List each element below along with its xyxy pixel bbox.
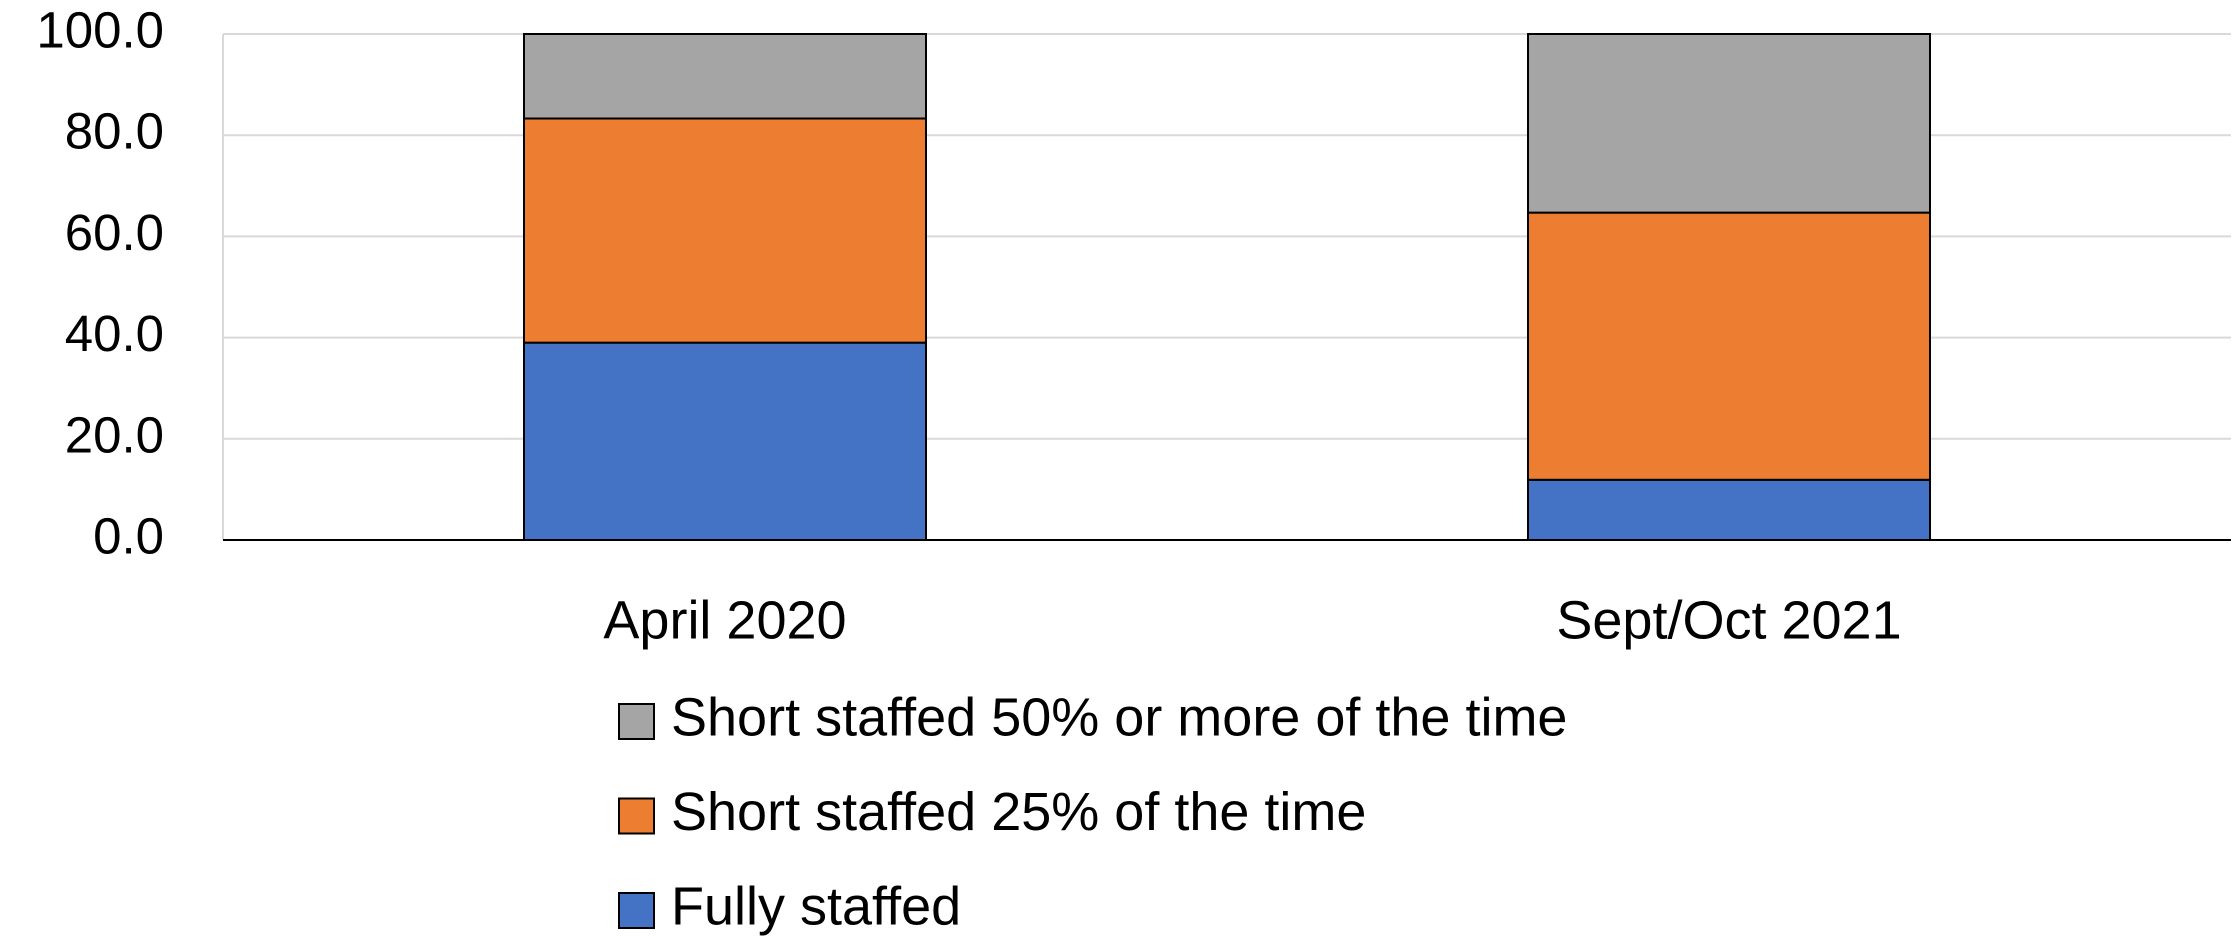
y-tick-label: 20.0 — [65, 406, 164, 463]
bar-segment — [523, 33, 927, 120]
legend-swatch — [618, 892, 655, 929]
x-tick-label: Sept/Oct 2021 — [1556, 590, 1901, 650]
bar-segment — [523, 341, 927, 541]
legend-swatch — [618, 703, 655, 740]
y-tick-label: 0.0 — [93, 507, 164, 564]
y-tick-label: 40.0 — [65, 305, 164, 362]
legend-label: Short staffed 25% of the time — [671, 782, 1366, 842]
legend-label: Fully staffed — [671, 876, 961, 936]
legend-label: Short staffed 50% or more of the time — [671, 687, 1567, 747]
bar-segment — [1527, 478, 1931, 542]
bar-segment — [1527, 33, 1931, 214]
bar-segment — [523, 117, 927, 344]
legend-swatch — [618, 797, 655, 835]
bar-segment — [1527, 211, 1931, 481]
y-tick-label: 60.0 — [65, 204, 164, 261]
x-tick-label: April 2020 — [603, 590, 846, 650]
y-tick-label: 80.0 — [65, 103, 164, 160]
y-tick-label: 100.0 — [36, 1, 164, 58]
